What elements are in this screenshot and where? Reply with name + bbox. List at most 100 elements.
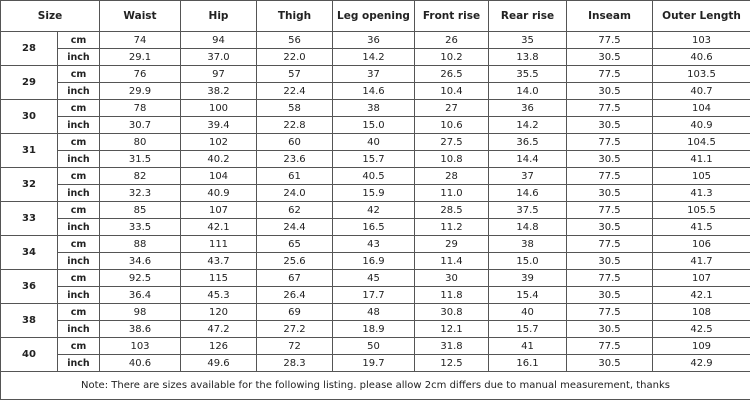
value-cell: 10.4 xyxy=(414,82,489,100)
data-row: 32 cm 82 104 61 40.5 28 37 77.5 105 xyxy=(0,167,750,202)
value-cell: 74 xyxy=(99,31,181,49)
value-cell: 15.9 xyxy=(332,184,415,202)
value-cell: 38 xyxy=(488,235,567,253)
value-cell: 14.8 xyxy=(488,218,567,236)
value-cell: 108 xyxy=(652,303,750,321)
value-cell: 40.9 xyxy=(180,184,257,202)
column-header: Inseam xyxy=(566,0,653,32)
column-header: Outer Length xyxy=(652,0,750,32)
value-cell: 31.5 xyxy=(99,150,181,168)
value-cell: 10.6 xyxy=(414,116,489,134)
value-cell: 14.2 xyxy=(488,116,567,134)
unit-cell: inch xyxy=(57,320,100,338)
size-cell: 38 xyxy=(0,303,58,338)
value-cell: 27.5 xyxy=(414,133,489,151)
value-cell: 27 xyxy=(414,99,489,117)
data-row: inch 33.5 42.1 24.4 16.5 11.2 14.8 30.5 41.5 xyxy=(1,218,750,236)
value-cell: 42.9 xyxy=(652,354,750,372)
value-cell: 49.6 xyxy=(180,354,257,372)
value-cell: 41.3 xyxy=(652,184,750,202)
value-cell: 12.5 xyxy=(414,354,489,372)
value-cell: 48 xyxy=(332,303,415,321)
value-cell: 14.6 xyxy=(332,82,415,100)
value-cell: 77.5 xyxy=(566,133,653,151)
value-cell: 77.5 xyxy=(566,235,653,253)
header-row: Size Waist Hip Thigh Leg opening Front rise Re… xyxy=(0,0,750,32)
note-row: Note: There are sizes available for the … xyxy=(0,371,750,400)
value-cell: 32.3 xyxy=(99,184,181,202)
value-cell: 104 xyxy=(180,167,257,185)
value-cell: 17.7 xyxy=(332,286,415,304)
unit-cell: cm xyxy=(57,235,100,253)
column-header: Rear rise xyxy=(488,0,567,32)
data-row: inch 29.9 38.2 22.4 14.6 10.4 14.0 30.5 40.7 xyxy=(1,82,750,100)
value-cell: 11.2 xyxy=(414,218,489,236)
value-cell: 22.0 xyxy=(256,48,333,66)
value-cell: 41 xyxy=(488,337,567,355)
value-cell: 38 xyxy=(332,99,415,117)
value-cell: 14.0 xyxy=(488,82,567,100)
value-cell: 40.2 xyxy=(180,150,257,168)
data-row: 33 cm 85 107 62 42 28.5 37.5 77.5 105.5 xyxy=(0,201,750,236)
value-cell: 103 xyxy=(99,337,181,355)
value-cell: 40.9 xyxy=(652,116,750,134)
value-cell: 14.4 xyxy=(488,150,567,168)
value-cell: 29.9 xyxy=(99,82,181,100)
value-cell: 105.5 xyxy=(652,201,750,219)
value-cell: 30.5 xyxy=(566,184,653,202)
value-cell: 30 xyxy=(414,269,489,287)
value-cell: 77.5 xyxy=(566,65,653,83)
value-cell: 42.1 xyxy=(652,286,750,304)
value-cell: 40.5 xyxy=(332,167,415,185)
value-cell: 36 xyxy=(332,31,415,49)
value-cell: 25.6 xyxy=(256,252,333,270)
data-row: 40 cm 103 126 72 50 31.8 41 77.5 109 xyxy=(0,337,750,372)
size-cell: 34 xyxy=(0,235,58,270)
unit-cell: inch xyxy=(57,354,100,372)
value-cell: 30.5 xyxy=(566,218,653,236)
value-cell: 111 xyxy=(180,235,257,253)
data-row: inch 36.4 45.3 26.4 17.7 11.8 15.4 30.5 42.1 xyxy=(1,286,750,304)
value-cell: 107 xyxy=(652,269,750,287)
value-cell: 18.9 xyxy=(332,320,415,338)
value-cell: 40 xyxy=(488,303,567,321)
value-cell: 11.8 xyxy=(414,286,489,304)
value-cell: 14.2 xyxy=(332,48,415,66)
value-cell: 30.5 xyxy=(566,48,653,66)
value-cell: 28.5 xyxy=(414,201,489,219)
data-row: inch 40.6 49.6 28.3 19.7 12.5 16.1 30.5 42.9 xyxy=(1,354,750,372)
value-cell: 78 xyxy=(99,99,181,117)
value-cell: 16.1 xyxy=(488,354,567,372)
value-cell: 37.5 xyxy=(488,201,567,219)
value-cell: 65 xyxy=(256,235,333,253)
value-cell: 26.4 xyxy=(256,286,333,304)
value-cell: 29.1 xyxy=(99,48,181,66)
unit-cell: cm xyxy=(57,65,100,83)
value-cell: 97 xyxy=(180,65,257,83)
value-cell: 31.8 xyxy=(414,337,489,355)
value-cell: 104 xyxy=(652,99,750,117)
value-cell: 62 xyxy=(256,201,333,219)
size-cell: 40 xyxy=(0,337,58,372)
note: Note: There are sizes available for the … xyxy=(0,371,750,400)
value-cell: 28.3 xyxy=(256,354,333,372)
unit-cell: cm xyxy=(57,337,100,355)
column-header: Thigh xyxy=(256,0,333,32)
value-cell: 11.0 xyxy=(414,184,489,202)
value-cell: 67 xyxy=(256,269,333,287)
value-cell: 60 xyxy=(256,133,333,151)
size-cell: 28 xyxy=(0,31,58,66)
value-cell: 102 xyxy=(180,133,257,151)
value-cell: 85 xyxy=(99,201,181,219)
unit-cell: inch xyxy=(57,252,100,270)
value-cell: 10.8 xyxy=(414,150,489,168)
value-cell: 15.7 xyxy=(332,150,415,168)
unit-cell: inch xyxy=(57,116,100,134)
column-header: Leg opening xyxy=(332,0,415,32)
value-cell: 22.4 xyxy=(256,82,333,100)
value-cell: 69 xyxy=(256,303,333,321)
data-row: 28 cm 74 94 56 36 26 35 77.5 103 xyxy=(0,31,750,66)
unit-cell: cm xyxy=(57,31,100,49)
data-row: 30 cm 78 100 58 38 27 36 77.5 104 xyxy=(0,99,750,134)
data-row: inch 34.6 43.7 25.6 16.9 11.4 15.0 30.5 41.7 xyxy=(1,252,750,270)
